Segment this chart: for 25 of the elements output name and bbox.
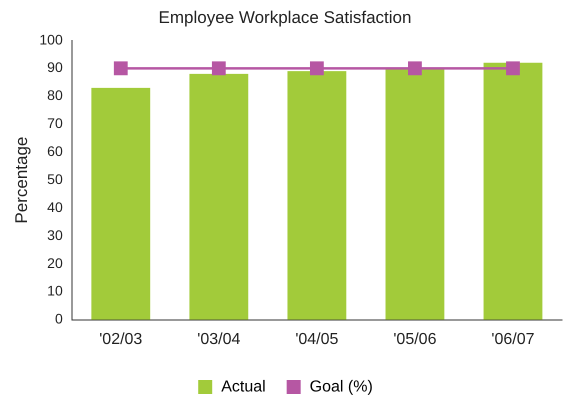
- y-tick-label: 20: [47, 254, 63, 271]
- y-axis-title: Percentage: [12, 136, 31, 224]
- y-tick-label: 10: [47, 282, 63, 299]
- y-tick-label: 40: [47, 198, 63, 215]
- legend-label: Actual: [221, 378, 266, 396]
- x-tick-label: '06/07: [491, 330, 535, 348]
- y-tick-label: 50: [47, 170, 63, 187]
- y-tick-label: 30: [47, 226, 63, 243]
- chart-title: Employee Workplace Satisfaction: [158, 8, 412, 27]
- bar: [386, 68, 444, 320]
- bar: [287, 71, 346, 320]
- y-tick-label: 100: [39, 31, 63, 48]
- bar: [189, 74, 248, 320]
- x-tick-label: '04/05: [295, 330, 339, 348]
- bar: [91, 88, 150, 320]
- bar: [484, 62, 542, 320]
- y-tick-label: 0: [54, 310, 63, 327]
- y-tick-label: 90: [47, 59, 63, 76]
- x-tick-label: '02/03: [99, 330, 142, 348]
- y-tick-label: 70: [47, 115, 63, 132]
- legend-label: Goal (%): [310, 378, 373, 396]
- x-tick-label: '05/06: [393, 330, 437, 348]
- y-tick-label: 80: [47, 87, 63, 104]
- y-tick-label: 60: [47, 143, 63, 160]
- x-tick-label: '03/04: [197, 330, 240, 348]
